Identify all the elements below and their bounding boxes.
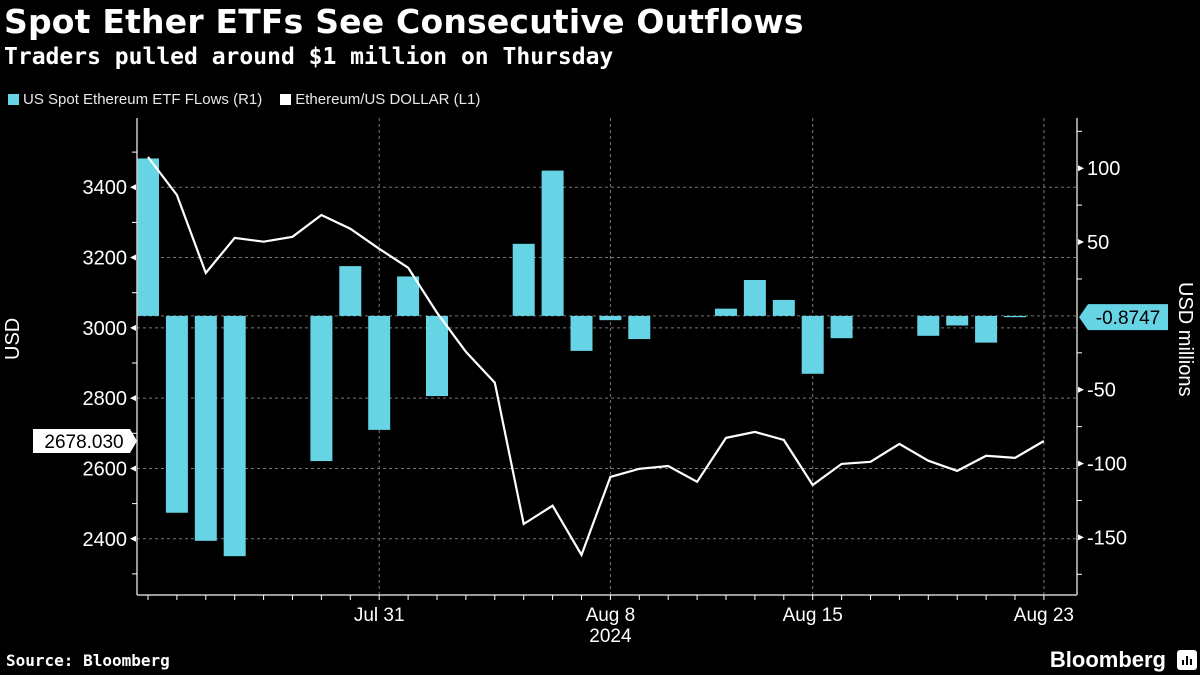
etf-flow-bar <box>223 315 246 557</box>
left-tick-marker <box>130 395 136 402</box>
right-tick-marker <box>1078 534 1084 541</box>
right-tick-marker <box>1078 386 1084 393</box>
etf-flow-bar <box>426 315 448 397</box>
left-tick-label: 3000 <box>83 318 128 340</box>
right-tick-marker <box>1078 239 1084 246</box>
source-note: Source: Bloomberg <box>6 651 170 670</box>
legend-item-eth-usd: Ethereum/US DOLLAR (L1) <box>280 91 480 108</box>
etf-flow-bar <box>397 276 420 316</box>
right-tick-label: -100 <box>1087 454 1127 476</box>
etf-flow-bar <box>165 315 188 513</box>
chart-title: Spot Ether ETFs See Consecutive Outflows <box>4 2 804 41</box>
legend-label-etf-flows: US Spot Ethereum ETF FLows (R1) <box>23 91 263 108</box>
right-tick-marker <box>1078 165 1084 172</box>
etf-flow-bar <box>1004 315 1026 318</box>
x-year-label: 2024 <box>589 626 632 647</box>
etf-flow-bar <box>339 266 362 316</box>
left-tick-marker <box>130 184 136 191</box>
etf-flow-bar <box>801 315 824 374</box>
right-tick-label: -50 <box>1087 380 1116 402</box>
x-tick-label: Aug 23 <box>1014 605 1074 626</box>
etf-flow-bar <box>946 315 969 326</box>
bloomberg-chart-icon <box>1177 650 1197 670</box>
left-tick-label: 3200 <box>83 248 128 270</box>
etf-flow-bar <box>715 308 737 316</box>
etf-flow-bar <box>599 315 622 321</box>
right-tick-label: -150 <box>1087 527 1127 549</box>
etf-flow-bar <box>368 315 391 430</box>
left-tick-label: 2600 <box>83 458 128 480</box>
left-tick-label: 2400 <box>83 529 128 551</box>
right-tick-label: 50 <box>1087 232 1109 254</box>
left-tick-marker <box>130 254 136 261</box>
x-tick-label: Aug 15 <box>783 605 843 626</box>
etf-flow-bar <box>743 280 766 316</box>
etf-flow-bar <box>570 315 593 351</box>
etf-flow-bar <box>917 315 940 336</box>
etf-flow-bar <box>310 315 333 462</box>
etf-flow-bar <box>975 315 998 343</box>
left-tick-marker <box>130 535 136 542</box>
x-tick-label: Aug 8 <box>586 605 636 626</box>
etf-flow-bar <box>512 243 535 316</box>
x-tick-label: Jul 31 <box>354 605 405 626</box>
right-tick-marker <box>1078 460 1084 467</box>
legend-swatch-eth-usd <box>280 94 292 105</box>
etf-last-value-badge <box>1079 304 1168 331</box>
legend-swatch-etf-flows <box>8 94 19 105</box>
etf-last-value-label: -0.8747 <box>1096 308 1160 329</box>
etf-flow-bar <box>137 158 159 316</box>
bloomberg-logo: Bloomberg <box>1049 647 1166 672</box>
right-tick-label: 100 <box>1087 158 1120 180</box>
chart-subtitle: Traders pulled around $1 million on Thur… <box>4 44 614 70</box>
etf-flow-bar <box>541 170 564 316</box>
left-tick-marker <box>130 465 136 472</box>
left-tick-marker <box>130 324 136 331</box>
eth-last-value-label: 2678.030 <box>44 432 123 453</box>
etf-flow-bar <box>628 315 651 340</box>
etf-flow-bar <box>830 315 853 339</box>
legend-item-etf-flows: US Spot Ethereum ETF FLows (R1) <box>8 91 262 108</box>
etf-flow-bar <box>194 315 217 541</box>
legend-label-eth-usd: Ethereum/US DOLLAR (L1) <box>295 91 481 108</box>
left-tick-label: 3400 <box>83 177 128 199</box>
etf-flow-bar <box>772 299 795 316</box>
legend: US Spot Ethereum ETF FLows (R1) Ethereum… <box>8 91 480 108</box>
bar-chart-glyph-icon <box>1182 656 1192 665</box>
eth-price-line <box>147 156 1045 558</box>
left-tick-label: 2800 <box>83 388 128 410</box>
eth-last-value-badge <box>33 429 137 454</box>
